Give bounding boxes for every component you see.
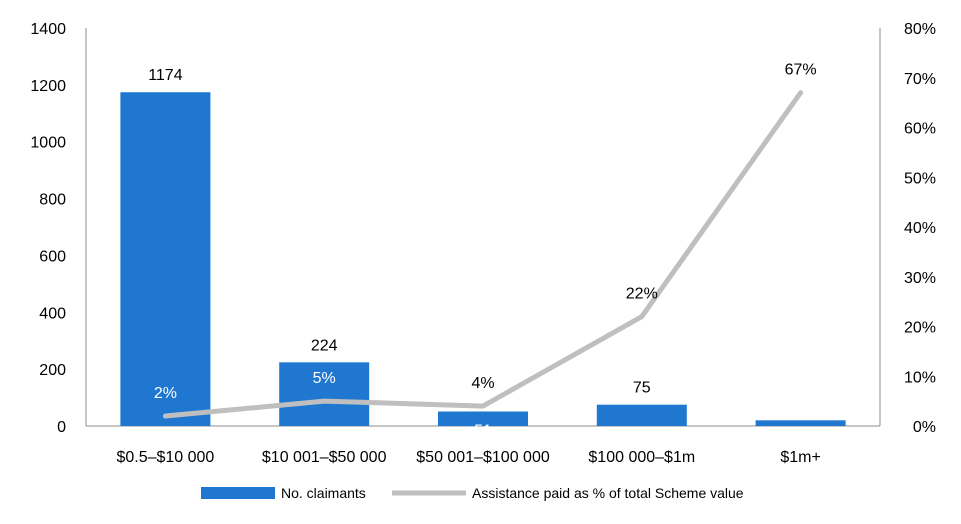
legend-label-line: Assistance paid as % of total Scheme val… xyxy=(472,485,744,501)
line-path xyxy=(162,90,804,419)
legend-label-bar: No. claimants xyxy=(281,485,366,501)
line-data-label: 22% xyxy=(626,286,658,303)
bar xyxy=(755,420,846,426)
bar xyxy=(120,92,211,427)
legend-swatch-bar xyxy=(201,487,275,499)
y-right-tick-label: 0% xyxy=(913,419,936,436)
y-right-tick-label: 50% xyxy=(904,170,936,187)
bar-data-label: 224 xyxy=(311,337,338,354)
x-category-label: $50 001–$100 000 xyxy=(416,449,550,466)
y-right-tick-label: 30% xyxy=(904,270,936,287)
legend: No. claimants Assistance paid as % of tot… xyxy=(201,485,744,501)
line-data-label: 4% xyxy=(471,375,494,392)
x-category-label: $0.5–$10 000 xyxy=(116,449,214,466)
line-data-label: 2% xyxy=(154,385,177,402)
bar-series xyxy=(120,92,846,427)
y-right-tick-label: 70% xyxy=(904,71,936,88)
x-category-label: $1m+ xyxy=(780,449,820,466)
x-category-label: $10 001–$50 000 xyxy=(262,449,387,466)
y-right-tick-label: 10% xyxy=(904,369,936,386)
bar xyxy=(279,362,370,426)
y-left-tick-label: 1200 xyxy=(30,78,66,95)
y-right-tick-label: 80% xyxy=(904,21,936,38)
y-left-tick-label: 200 xyxy=(39,362,66,379)
line-series xyxy=(162,90,804,419)
y-left-tick-label: 0 xyxy=(57,419,66,436)
bar-data-label: 20 xyxy=(792,431,810,448)
line-data-label: 67% xyxy=(785,62,817,79)
axes: 0 200 400 600 800 1000 1200 1400 0% 10% 20% 30% 40% 5… xyxy=(30,21,936,466)
data-labels: 1174 224 51 75 20 2% 5% 4% 22% 67% xyxy=(148,62,816,449)
bar-data-label: 1174 xyxy=(148,67,183,84)
bar xyxy=(596,404,687,426)
y-right-tick-label: 40% xyxy=(904,220,936,237)
y-left-tick-label: 800 xyxy=(39,192,66,209)
y-left-tick-label: 1000 xyxy=(30,135,66,152)
y-left-tick-label: 400 xyxy=(39,305,66,322)
bar xyxy=(438,411,528,426)
y-left-tick-label: 600 xyxy=(39,248,66,265)
y-right-tick-label: 20% xyxy=(904,320,936,337)
x-category-label: $100 000–$1m xyxy=(588,449,695,466)
bar-data-label: 75 xyxy=(633,380,651,397)
bar-data-label: 51 xyxy=(474,423,492,440)
line-data-label: 5% xyxy=(313,370,336,387)
y-left-tick-label: 1400 xyxy=(30,21,66,38)
y-right-tick-label: 60% xyxy=(904,121,936,138)
